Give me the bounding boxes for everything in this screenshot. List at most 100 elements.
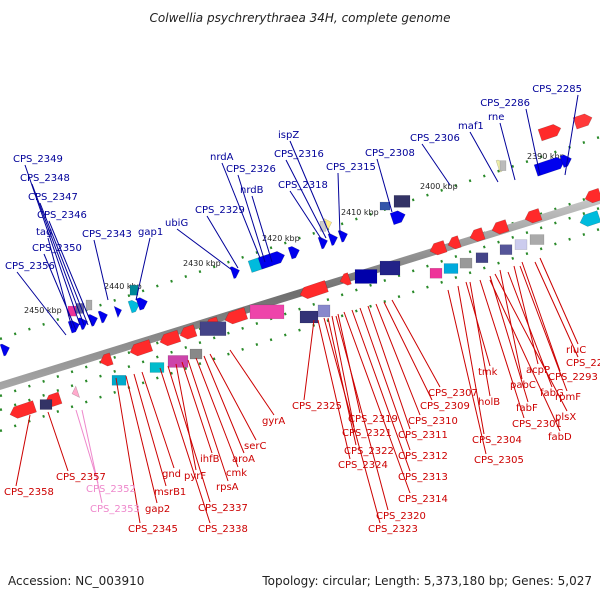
gene-label[interactable]: CPS_2285 <box>532 84 582 95</box>
gene-label[interactable]: pyrF <box>184 471 206 482</box>
gene-label[interactable]: CPS_2348 <box>20 173 70 184</box>
gene-label[interactable]: CPS_2322 <box>344 446 394 457</box>
gene-label[interactable]: CPS_2312 <box>398 451 448 462</box>
gene-label[interactable]: gyrA <box>262 416 285 427</box>
gene-label[interactable]: CPS_2306 <box>410 133 460 144</box>
gene-label[interactable]: CPS_2349 <box>13 154 63 165</box>
gene-label[interactable]: CPS_2309 <box>420 401 470 412</box>
gene-label[interactable]: ubiG <box>165 218 188 229</box>
gene-label[interactable]: CPS_2357 <box>56 472 106 483</box>
gene-label[interactable]: CPS_2318 <box>278 180 328 191</box>
gene-label[interactable]: plsX <box>555 412 576 423</box>
gene-label[interactable]: CPS_2311 <box>398 430 448 441</box>
gene-label[interactable]: CPS_2293 <box>548 372 598 383</box>
label-leader-lines <box>15 94 579 524</box>
tick-label: 2450 kbp <box>24 306 62 315</box>
gene-label[interactable]: rpmF <box>555 392 581 403</box>
gene-arrow <box>469 227 486 242</box>
gene-label[interactable]: nrdB <box>240 185 264 196</box>
label-leader-line <box>206 215 239 269</box>
label-leader-line <box>175 363 197 471</box>
gene-label[interactable]: ihfB <box>200 454 220 465</box>
gene-label[interactable]: CPS_2323 <box>368 524 418 535</box>
gene-label[interactable]: fabG <box>540 388 564 399</box>
gene-label[interactable]: rluC <box>566 345 586 356</box>
gene-label[interactable]: pabC <box>510 380 536 391</box>
gene-label[interactable]: ispZ <box>278 130 299 141</box>
gene-label[interactable]: CPS_2304 <box>472 435 522 446</box>
gene-label[interactable]: gap2 <box>145 504 170 515</box>
tick-label: 2420 kbp <box>262 234 300 243</box>
label-leader-line <box>289 140 331 236</box>
gene-arrow <box>229 266 240 279</box>
gene-arrow <box>127 300 140 314</box>
label-leader-line <box>521 261 561 372</box>
gene-label[interactable]: CPS_2321 <box>342 428 392 439</box>
gene-label[interactable]: CPS_2326 <box>226 164 276 175</box>
gene-label[interactable]: CPS_2347 <box>28 192 78 203</box>
gene-label[interactable]: CPS_2291 <box>566 358 600 369</box>
gene-block <box>475 252 489 263</box>
gene-label[interactable]: gap1 <box>138 227 163 238</box>
label-leader-line <box>494 273 568 412</box>
gene-label[interactable]: CPS_2325 <box>292 401 342 412</box>
label-leader-line <box>317 319 351 460</box>
gene-label[interactable]: CPS_2358 <box>4 487 54 498</box>
gene-label[interactable]: CPS_2345 <box>128 524 178 535</box>
gene-label[interactable]: serC <box>244 441 266 452</box>
gene-label[interactable]: CPS_2316 <box>274 149 324 160</box>
gene-arrow <box>389 210 406 226</box>
gene-label[interactable]: CPS_2352 <box>86 484 136 495</box>
label-leader-line <box>176 228 233 271</box>
label-leader-line <box>479 279 525 419</box>
gene-label[interactable]: rpsA <box>216 482 239 493</box>
gene-label[interactable]: CPS_2315 <box>326 162 376 173</box>
gene-label[interactable]: CPS_2320 <box>376 511 426 522</box>
gene-label[interactable]: rne <box>488 112 504 123</box>
gene-label[interactable]: tag <box>36 227 52 238</box>
label-leader-line <box>489 279 561 432</box>
gene-label[interactable]: fabD <box>548 432 572 443</box>
gene-label[interactable]: CPS_2346 <box>37 210 87 221</box>
label-leader-line <box>447 289 487 455</box>
gene-label[interactable]: CPS_2338 <box>198 524 248 535</box>
gene-label[interactable]: CPS_2353 <box>90 504 140 515</box>
gene-label[interactable]: CPS_2356 <box>5 261 55 272</box>
gene-label[interactable]: CPS_2350 <box>32 243 82 254</box>
label-leader-line <box>469 131 499 183</box>
gene-arrow <box>71 385 81 399</box>
label-leader-line <box>133 373 167 487</box>
label-leader-line <box>16 271 67 336</box>
label-leader-line <box>303 319 315 401</box>
gene-label[interactable]: CPS_2301 <box>512 419 562 430</box>
gene-label[interactable]: maf1 <box>458 121 484 132</box>
gene-arrow <box>0 343 10 357</box>
label-leader-line <box>469 281 491 397</box>
gene-label[interactable]: CPS_2308 <box>365 148 415 159</box>
gene-label[interactable]: holB <box>478 397 500 408</box>
gene-label[interactable]: CPS_2305 <box>474 455 524 466</box>
gene-label[interactable]: tmk <box>478 367 498 378</box>
gene-label[interactable]: CPS_2329 <box>195 205 245 216</box>
gene-label[interactable]: msrB1 <box>154 487 186 498</box>
gene-label[interactable]: CPS_2319 <box>348 414 398 425</box>
gene-label[interactable]: CPS_2307 <box>428 388 478 399</box>
gene-label[interactable]: fabF <box>516 403 538 414</box>
gene-label[interactable]: CPS_2313 <box>398 472 448 483</box>
gene-label[interactable]: CPS_2337 <box>198 503 248 514</box>
gene-label[interactable]: aroA <box>232 454 255 465</box>
gene-label[interactable]: CPS_2286 <box>480 98 530 109</box>
gene-label[interactable]: nrdA <box>210 152 234 163</box>
gene-label[interactable]: gnd <box>162 469 181 480</box>
label-leader-line <box>81 409 103 504</box>
gene-label[interactable]: acpP <box>526 365 550 376</box>
gene-label[interactable]: cmk <box>226 468 247 479</box>
gene-label[interactable]: CPS_2310 <box>408 416 458 427</box>
gene-label[interactable]: CPS_2314 <box>398 494 448 505</box>
gene-label[interactable]: CPS_2324 <box>338 460 388 471</box>
gene-block <box>499 244 513 255</box>
gene-label[interactable]: CPS_2343 <box>82 229 132 240</box>
label-leader-line <box>159 367 211 524</box>
tick-label: 2410 kbp <box>341 208 379 217</box>
